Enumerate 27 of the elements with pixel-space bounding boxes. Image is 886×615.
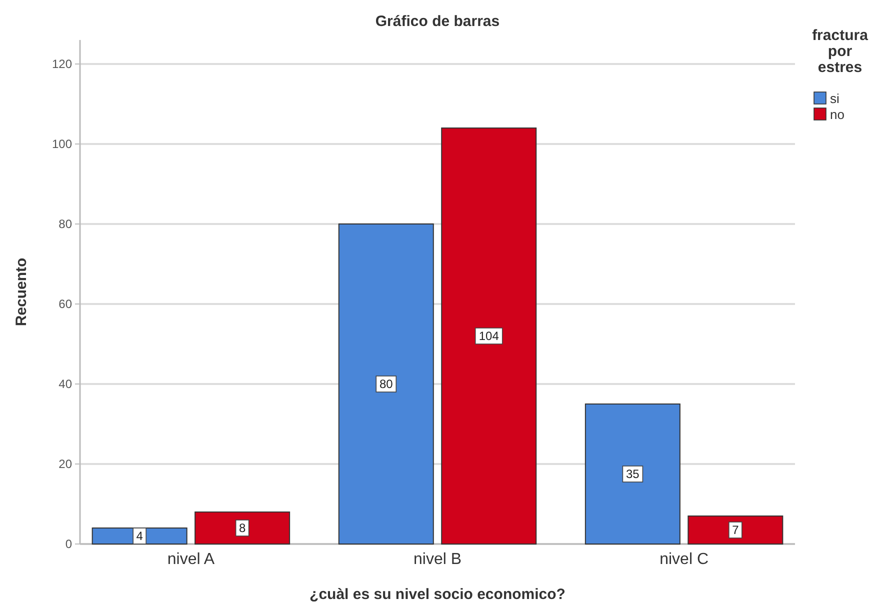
legend-label: no bbox=[830, 107, 844, 122]
data-label: 80 bbox=[379, 377, 394, 391]
data-label: 104 bbox=[478, 329, 500, 343]
bar bbox=[584, 404, 680, 544]
bar bbox=[688, 516, 784, 544]
data-label: 8 bbox=[238, 521, 246, 535]
data-label: 4 bbox=[136, 529, 144, 543]
data-label: 7 bbox=[732, 523, 740, 537]
legend-title: fractura por estres bbox=[812, 27, 869, 76]
y-tick-label: 60 bbox=[58, 297, 72, 311]
y-axis-title: Recuento bbox=[13, 258, 30, 326]
x-axis-title: ¿cuàl es su nivel socio economico? bbox=[310, 586, 566, 603]
data-label: 35 bbox=[626, 467, 640, 481]
x-tick-label: nivel B bbox=[413, 551, 462, 568]
bar bbox=[441, 128, 537, 544]
y-tick-label: 120 bbox=[52, 57, 72, 71]
legend-label: si bbox=[830, 91, 840, 106]
chart-title: Gráfico de barras bbox=[375, 13, 500, 30]
x-tick-label: nivel C bbox=[660, 551, 709, 568]
x-tick-label: nivel A bbox=[167, 551, 215, 568]
bar bbox=[194, 512, 290, 544]
y-tick-label: 100 bbox=[52, 137, 72, 151]
y-tick-label: 20 bbox=[58, 457, 72, 471]
bar bbox=[338, 224, 434, 544]
y-tick-label: 0 bbox=[65, 537, 72, 551]
y-tick-label: 40 bbox=[58, 377, 72, 391]
y-tick-label: 80 bbox=[58, 217, 72, 231]
